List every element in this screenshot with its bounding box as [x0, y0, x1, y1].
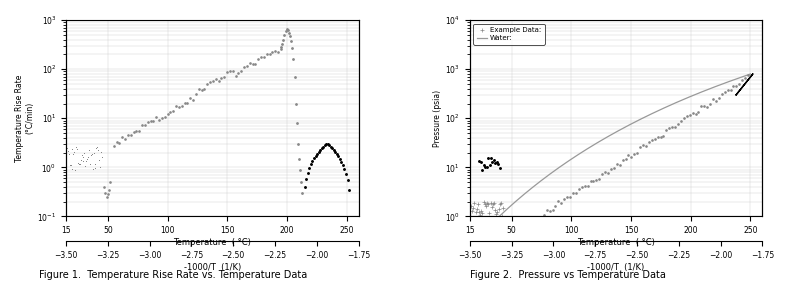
X-axis label: Temperature  ( °C): Temperature ( °C)	[174, 238, 251, 247]
Example Data:	[492, 212, 501, 216]
Example Data:	[472, 207, 481, 211]
Example Data:	[480, 202, 489, 205]
Example Data:	[489, 201, 499, 205]
Example Data:	[478, 212, 488, 215]
Example Data:	[482, 201, 492, 205]
Line: Example Data:: Example Data:	[468, 201, 505, 218]
Water:	[632, 119, 641, 123]
X-axis label: -1000/T  (1/K): -1000/T (1/K)	[588, 263, 645, 272]
Example Data:	[497, 214, 507, 218]
Example Data:	[487, 205, 496, 209]
Line: Water:: Water:	[469, 74, 750, 247]
Example Data:	[465, 214, 474, 217]
Example Data:	[491, 209, 500, 212]
Text: Figure 1.  Temperature Rise Rate vs. Temperature Data: Figure 1. Temperature Rise Rate vs. Temp…	[39, 270, 308, 280]
Water:	[746, 72, 755, 76]
Example Data:	[469, 201, 479, 204]
Y-axis label: Pressure (psia): Pressure (psia)	[433, 90, 443, 147]
Example Data:	[466, 204, 476, 208]
Water:	[466, 244, 476, 247]
Water:	[720, 82, 729, 85]
Example Data:	[493, 210, 503, 214]
Example Data:	[474, 210, 484, 214]
X-axis label: Temperature  ( °C): Temperature ( °C)	[577, 238, 655, 247]
Water:	[637, 117, 646, 120]
Example Data:	[495, 202, 504, 205]
Example Data:	[471, 210, 481, 213]
Example Data:	[494, 207, 503, 210]
Example Data:	[481, 204, 491, 208]
Example Data:	[476, 213, 485, 216]
Y-axis label: Temperature Rise Rate
(°C/min): Temperature Rise Rate (°C/min)	[15, 74, 35, 162]
Example Data:	[486, 201, 495, 205]
Legend: Example Data:, Water:: Example Data:, Water:	[473, 24, 544, 45]
Example Data:	[488, 202, 498, 205]
Example Data:	[484, 202, 493, 205]
Water:	[701, 89, 711, 92]
Text: Figure 2.  Pressure vs Temperature Data: Figure 2. Pressure vs Temperature Data	[470, 270, 666, 280]
Example Data:	[469, 206, 478, 209]
Water:	[465, 245, 474, 248]
Example Data:	[496, 201, 506, 205]
Example Data:	[473, 203, 483, 206]
Example Data:	[499, 206, 508, 209]
Example Data:	[484, 211, 494, 214]
Example Data:	[477, 209, 486, 213]
Example Data:	[467, 209, 477, 212]
Water:	[631, 120, 641, 123]
Example Data:	[479, 201, 488, 204]
X-axis label: -1000/T  (1/K): -1000/T (1/K)	[184, 263, 241, 272]
